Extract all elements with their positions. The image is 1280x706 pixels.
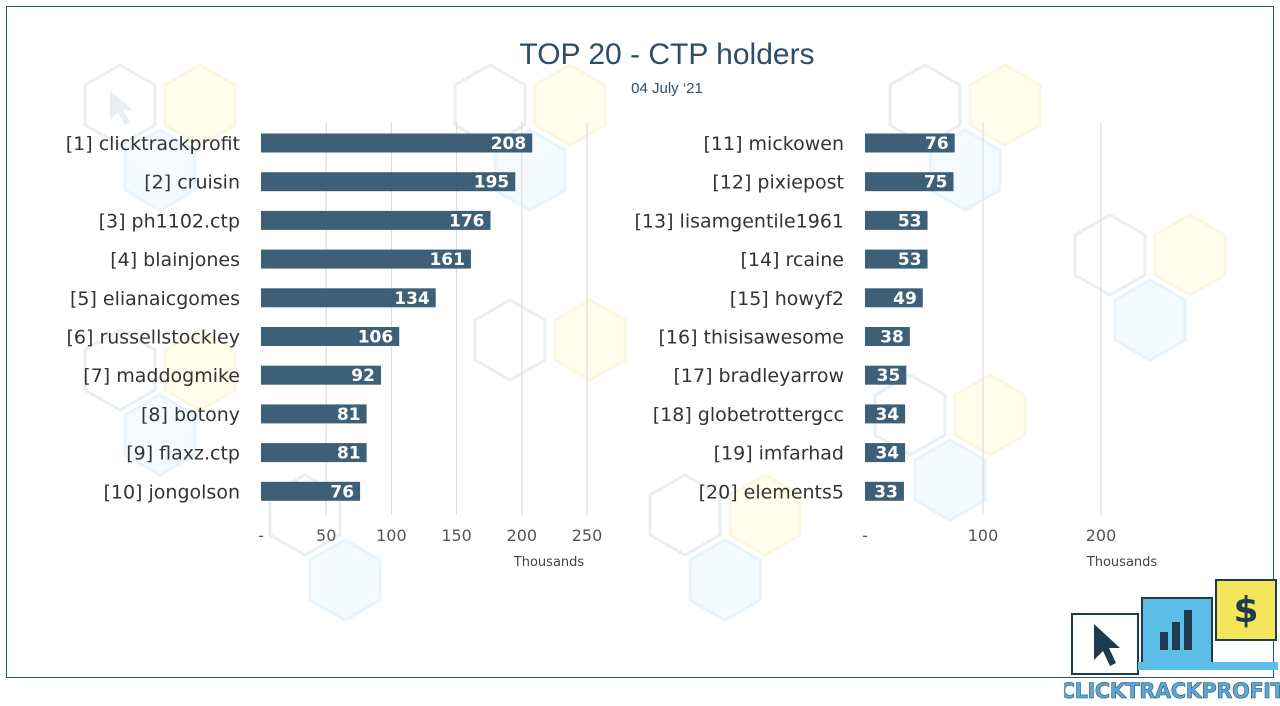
data-label: 35 [877,366,901,386]
bar [865,327,910,346]
bar [865,133,955,153]
bar [261,365,381,385]
bar [865,365,907,385]
category-label: [8] botony [141,404,240,426]
data-label: 38 [880,328,904,348]
data-label: 176 [449,211,485,231]
category-label: [1] clicktrackprofit [66,133,240,155]
category-label: [9] flaxz.ctp [126,443,240,465]
data-label: 134 [394,289,430,309]
bar [261,443,367,463]
bar [261,288,436,308]
data-label: 92 [351,366,375,386]
data-label: 76 [925,134,949,154]
logo-stripe [1138,662,1278,670]
category-label: [20] elements5 [699,481,844,503]
data-label: 34 [875,405,899,425]
category-label: [2] cruisin [144,172,240,194]
bar [261,249,471,269]
category-label: [12] pixiepost [712,172,844,194]
x-tick-label: 200 [1086,526,1117,545]
bar [865,404,906,424]
bar [865,249,928,269]
category-label: [14] rcaine [740,249,844,271]
bar [865,210,928,230]
bar [261,327,400,346]
x-tick-label: 50 [316,526,336,545]
bar [261,133,533,153]
bar-chart-icon [1160,610,1192,650]
bar [261,404,367,424]
x-tick-label: 150 [441,526,472,545]
category-label: [11] mickowen [704,133,845,155]
logo-wordmark: CLICKTRACKPROFIT [1064,679,1280,703]
category-label: [19] imfarhad [714,443,844,465]
chart-title: TOP 20 - CTP holders [519,38,815,71]
chart-subtitle: 04 July ‘21 [631,80,703,97]
data-label: 208 [491,134,527,154]
data-label: 76 [330,482,354,502]
data-label: 33 [874,482,898,502]
slide-frame [6,6,1274,678]
category-label: [17] bradleyarrow [673,365,844,387]
bar [261,210,491,230]
category-label: [7] maddogmike [83,365,240,387]
data-label: 53 [898,250,922,270]
x-tick-label: - [258,526,264,545]
x-tick-label: - [862,526,868,545]
data-label: 53 [898,211,922,231]
data-label: 75 [924,173,948,193]
bar [261,481,361,501]
bar [865,443,906,463]
category-label: [18] globetrottergcc [653,404,844,426]
dollar-icon: $ [1233,590,1258,631]
data-label: 161 [429,250,465,270]
bar [865,288,923,308]
category-label: [16] thisisawesome [659,327,844,349]
category-label: [4] blainjones [110,249,240,271]
x-axis-unit-label: Thousands [513,555,585,570]
category-label: [10] jongolson [103,481,240,503]
x-tick-label: 200 [507,526,538,545]
bar [261,172,516,192]
data-label: 34 [875,444,899,464]
x-axis-unit-label: Thousands [1086,555,1158,570]
category-label: [3] ph1102.ctp [99,210,240,232]
category-label: [5] elianaicgomes [70,288,240,310]
category-label: [15] howyf2 [730,288,844,310]
data-label: 81 [337,444,361,464]
cursor-icon [1094,624,1120,666]
category-label: [6] russellstockley [67,327,241,349]
data-label: 195 [474,173,510,193]
clicktrackprofit-logo: $ CLICKTRACKPROFIT [1064,579,1280,703]
bar [865,172,954,192]
data-label: 81 [337,405,361,425]
x-tick-label: 100 [968,526,999,545]
data-label: 106 [358,328,394,348]
category-label: [13] lisamgentile1961 [635,210,845,232]
bar [865,481,904,501]
logo-dollar-box [1215,579,1277,641]
x-tick-label: 100 [376,526,407,545]
x-tick-label: 250 [572,526,603,545]
data-label: 49 [893,289,917,309]
